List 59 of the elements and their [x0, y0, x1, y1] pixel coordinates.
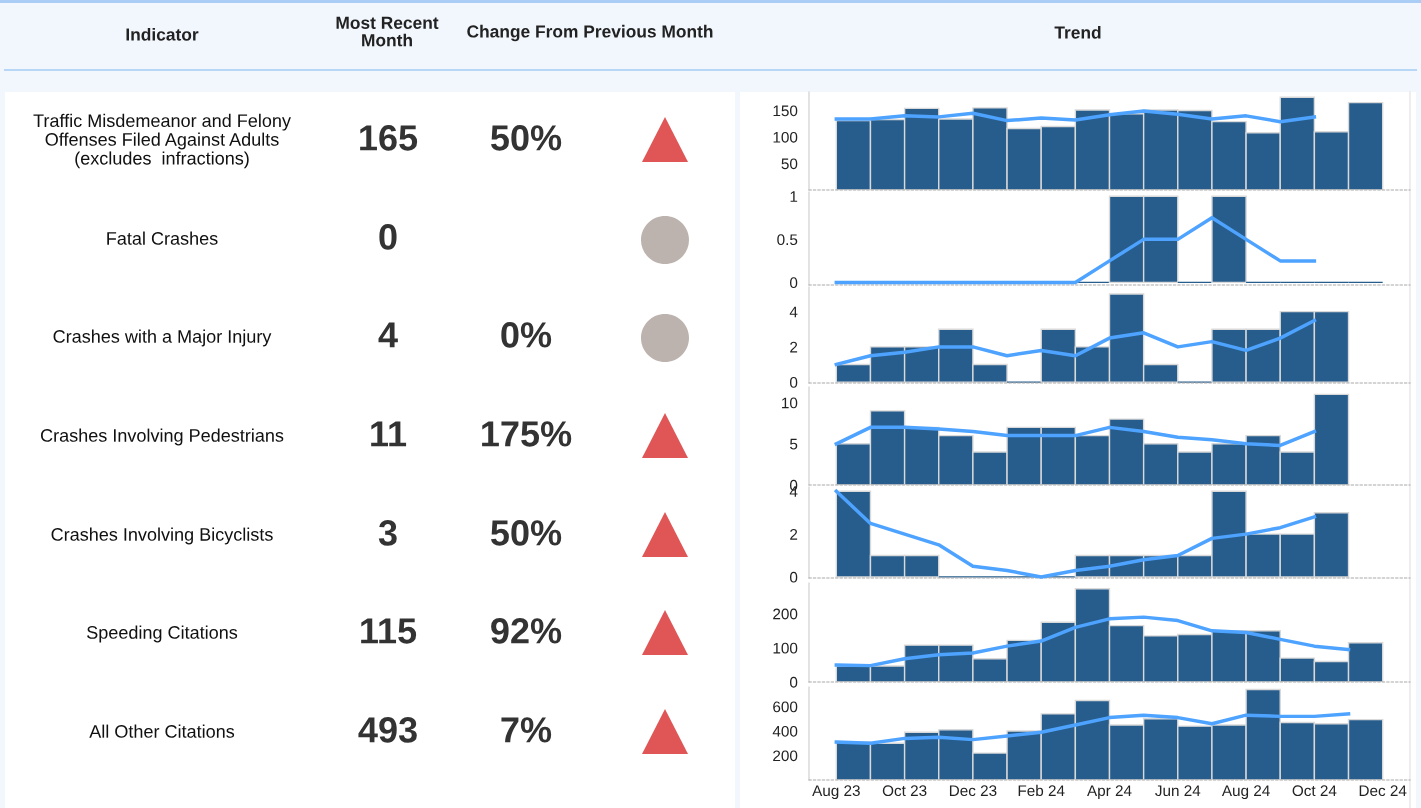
- text: 3: [378, 520, 397, 546]
- x-tick-label: Dec 24: [1359, 785, 1407, 797]
- text: Speeding Citations: [87, 625, 238, 643]
- y-tick-label: 1: [790, 191, 798, 202]
- text: 50%: [490, 125, 562, 151]
- text: Most Recent Month: [336, 16, 439, 47]
- text: All Other Citations: [89, 724, 235, 738]
- x-tick-label: Apr 24: [1087, 785, 1132, 800]
- x-tick-label: Dec 23: [949, 785, 997, 797]
- text: 7%: [501, 717, 552, 743]
- y-tick-label: 0.5: [777, 234, 798, 246]
- y-tick-label: 100: [773, 131, 798, 143]
- text: 50%: [490, 520, 562, 546]
- text: 493: [358, 717, 417, 743]
- line-series: [834, 216, 1317, 285]
- text: 92%: [491, 618, 562, 644]
- line-series: [834, 318, 1317, 367]
- text: Indicator: [126, 27, 199, 41]
- y-tick-label: 0: [789, 376, 798, 388]
- line-series: [834, 489, 1317, 579]
- x-tick-label: Jun 24: [1155, 785, 1201, 797]
- text: Crashes Involving Bicyclists: [51, 527, 273, 545]
- text: Traffic Misdemeanor and Felony Offenses Filed Against Adults (excludes infractions): [33, 113, 291, 169]
- x-tick-label: Feb 24: [1018, 784, 1065, 797]
- y-tick-label: 200: [773, 608, 798, 620]
- line-series: [834, 109, 1317, 124]
- text: 0: [379, 224, 397, 250]
- text: 0%: [501, 322, 552, 348]
- y-tick-label: 0: [789, 676, 798, 688]
- y-tick-label: 600: [773, 701, 798, 713]
- text: 11: [371, 421, 407, 447]
- y-tick-label: 0: [789, 277, 798, 289]
- y-tick-label: 5: [790, 438, 798, 450]
- y-tick-label: 0: [789, 571, 798, 583]
- y-tick-label: 400: [772, 725, 798, 737]
- line-series: [834, 712, 1351, 746]
- y-tick-label: 2: [790, 528, 798, 540]
- text: Crashes with a Major Injury: [53, 329, 272, 347]
- x-tick-label: Oct 23: [882, 785, 927, 797]
- text: Crashes Involving Pedestrians: [40, 428, 284, 446]
- x-tick-label: Aug 24: [1221, 785, 1270, 800]
- y-tick-label: 2: [790, 341, 798, 353]
- text: Fatal Crashes: [107, 231, 218, 245]
- x-tick-label: Oct 24: [1292, 785, 1337, 797]
- text: Trend: [1054, 25, 1101, 39]
- line-series: [834, 425, 1317, 448]
- text: 165: [360, 125, 418, 151]
- y-tick-label: 100: [773, 642, 798, 654]
- text: 115: [361, 618, 417, 644]
- text: 175%: [482, 421, 572, 447]
- y-tick-label: 200: [773, 750, 798, 762]
- y-tick-label: 4: [789, 306, 798, 318]
- text: Change From Previous Month: [467, 24, 713, 42]
- y-tick-label: 150: [773, 105, 798, 117]
- line-series: [834, 615, 1351, 668]
- y-tick-label: 10: [782, 397, 798, 409]
- x-tick-label: Aug 23: [812, 785, 860, 800]
- text: 4: [378, 322, 398, 348]
- y-tick-label: 50: [781, 158, 798, 170]
